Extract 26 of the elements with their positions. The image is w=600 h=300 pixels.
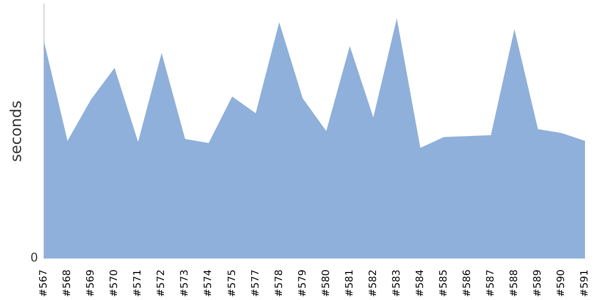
x-tick-label: #583 xyxy=(391,270,402,298)
x-tick-label: #587 xyxy=(486,270,497,298)
x-tick-label: #588 xyxy=(509,270,520,298)
x-tick-label: #577 xyxy=(250,270,262,298)
x-tick-label: #585 xyxy=(438,270,450,298)
x-tick-label: #579 xyxy=(297,270,308,298)
x-tick-label: #574 xyxy=(203,270,214,298)
x-tick-label: #578 xyxy=(274,270,285,298)
x-tick-label: #581 xyxy=(344,270,356,298)
x-tick-label: #568 xyxy=(62,270,74,298)
x-tick-label: #571 xyxy=(132,270,144,298)
x-tick-label: #589 xyxy=(532,270,544,298)
x-tick-label: #567 xyxy=(38,270,50,298)
y-axis-title: seconds xyxy=(6,100,25,162)
x-tick-label: #573 xyxy=(180,270,191,298)
x-tick-label: #591 xyxy=(580,270,591,298)
annotation: 0 xyxy=(30,250,38,265)
x-tick-label: #586 xyxy=(462,270,473,298)
x-tick-label: #590 xyxy=(556,270,568,298)
x-tick-label: #584 xyxy=(414,270,426,298)
x-tick-label: #575 xyxy=(226,270,238,298)
x-tick-label: #580 xyxy=(320,270,332,298)
x-tick-label: #570 xyxy=(109,270,120,298)
x-tick-label: #582 xyxy=(368,270,379,298)
x-tick-label: #569 xyxy=(86,270,97,298)
x-tick-label: #572 xyxy=(156,270,168,298)
